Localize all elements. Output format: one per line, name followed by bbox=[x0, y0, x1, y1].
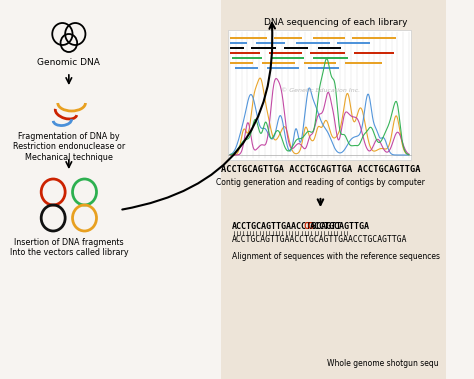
Text: Alignment of sequences with the reference sequences: Alignment of sequences with the referenc… bbox=[232, 252, 440, 261]
Bar bbox=[221, 0, 446, 379]
FancyArrowPatch shape bbox=[122, 23, 275, 210]
Text: Contig generation and reading of contigs by computer: Contig generation and reading of contigs… bbox=[216, 178, 425, 187]
Text: Genomic DNA: Genomic DNA bbox=[37, 58, 100, 67]
Text: Whole genome shotgun sequ: Whole genome shotgun sequ bbox=[327, 359, 438, 368]
Bar bbox=[228, 30, 411, 160]
Text: ACCTGCAGTTGAACCTGCAGTT: ACCTGCAGTTGAACCTGCAGTT bbox=[232, 222, 342, 231]
Bar bbox=[9, 0, 221, 379]
Text: © Genetic Education Inc.: © Genetic Education Inc. bbox=[281, 88, 360, 92]
Text: ACCTGCAGTTGA: ACCTGCAGTTGA bbox=[310, 222, 370, 231]
Text: Fragmentation of DNA by
Restriction endonuclease or
Mechanical technique: Fragmentation of DNA by Restriction endo… bbox=[13, 132, 125, 162]
Text: Insertion of DNA fragments
Into the vectors called library: Insertion of DNA fragments Into the vect… bbox=[9, 238, 128, 257]
Text: CG: CG bbox=[303, 222, 313, 231]
Text: DNA sequencing of each library: DNA sequencing of each library bbox=[264, 18, 408, 27]
Text: ACCTGCAGTTGA ACCTGCAGTTGA ACCTGCAGTTGA: ACCTGCAGTTGA ACCTGCAGTTGA ACCTGCAGTTGA bbox=[221, 165, 420, 174]
Text: ACCTGCAGTTGAACCTGCAGTTGAACCTGCAGTTGA: ACCTGCAGTTGAACCTGCAGTTGAACCTGCAGTTGA bbox=[232, 235, 408, 244]
